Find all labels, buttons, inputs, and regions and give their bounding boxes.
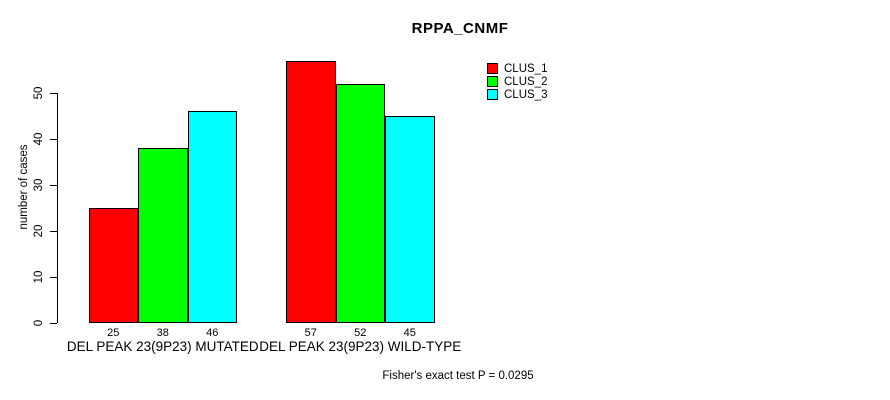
legend-swatch-clus2-icon: [487, 76, 498, 87]
y-axis-label: number of cases: [18, 144, 30, 230]
y-tick-mark: [50, 230, 57, 232]
y-axis-line: [57, 93, 58, 323]
legend-swatch-clus3-icon: [487, 89, 498, 100]
bar-value-label: 25: [107, 327, 120, 339]
bar-clus_1-group1: [88, 208, 138, 323]
bar-value-label: 46: [206, 327, 219, 339]
y-tick-label: 20: [33, 224, 45, 238]
y-tick-label: 40: [33, 132, 45, 146]
legend-label-clus1: CLUS_1: [504, 62, 548, 75]
bar-value-label: 52: [354, 327, 367, 339]
y-tick-label: 50: [33, 86, 45, 100]
bar-value-label: 57: [304, 327, 317, 339]
bar-clus_2-group1: [138, 148, 188, 323]
y-tick-label: 0: [33, 319, 45, 327]
fisher-test-annotation: Fisher's exact test P = 0.0295: [382, 370, 534, 382]
y-tick-mark: [50, 92, 57, 94]
y-tick-mark: [50, 138, 57, 140]
y-tick-mark: [50, 322, 57, 324]
bar-value-label: 38: [156, 327, 169, 339]
y-tick-label: 30: [33, 178, 45, 192]
legend-item-clus2: CLUS_2: [487, 75, 547, 88]
y-tick-label: 10: [33, 270, 45, 284]
chart-title: RPPA_CNMF: [411, 20, 509, 37]
legend-label-clus2: CLUS_2: [504, 75, 548, 88]
legend-swatch-clus1-icon: [487, 63, 498, 74]
bar-clus_3-group2: [385, 116, 435, 323]
legend-item-clus3: CLUS_3: [487, 88, 547, 101]
x-category-label-mutated: DEL PEAK 23(9P23) MUTATED: [66, 339, 259, 354]
bar-value-label: 45: [403, 327, 416, 339]
y-tick-mark: [50, 184, 57, 186]
legend: CLUS_1 CLUS_2 CLUS_3: [487, 62, 547, 101]
y-tick-mark: [50, 276, 57, 278]
x-category-label-wild-type: DEL PEAK 23(9P23) WILD-TYPE: [259, 339, 462, 354]
bar-clus_2-group2: [335, 83, 385, 323]
bar-clus_3-group1: [187, 111, 237, 323]
bar-clus_1-group2: [286, 60, 336, 323]
legend-label-clus3: CLUS_3: [504, 88, 548, 101]
legend-item-clus1: CLUS_1: [487, 62, 547, 75]
